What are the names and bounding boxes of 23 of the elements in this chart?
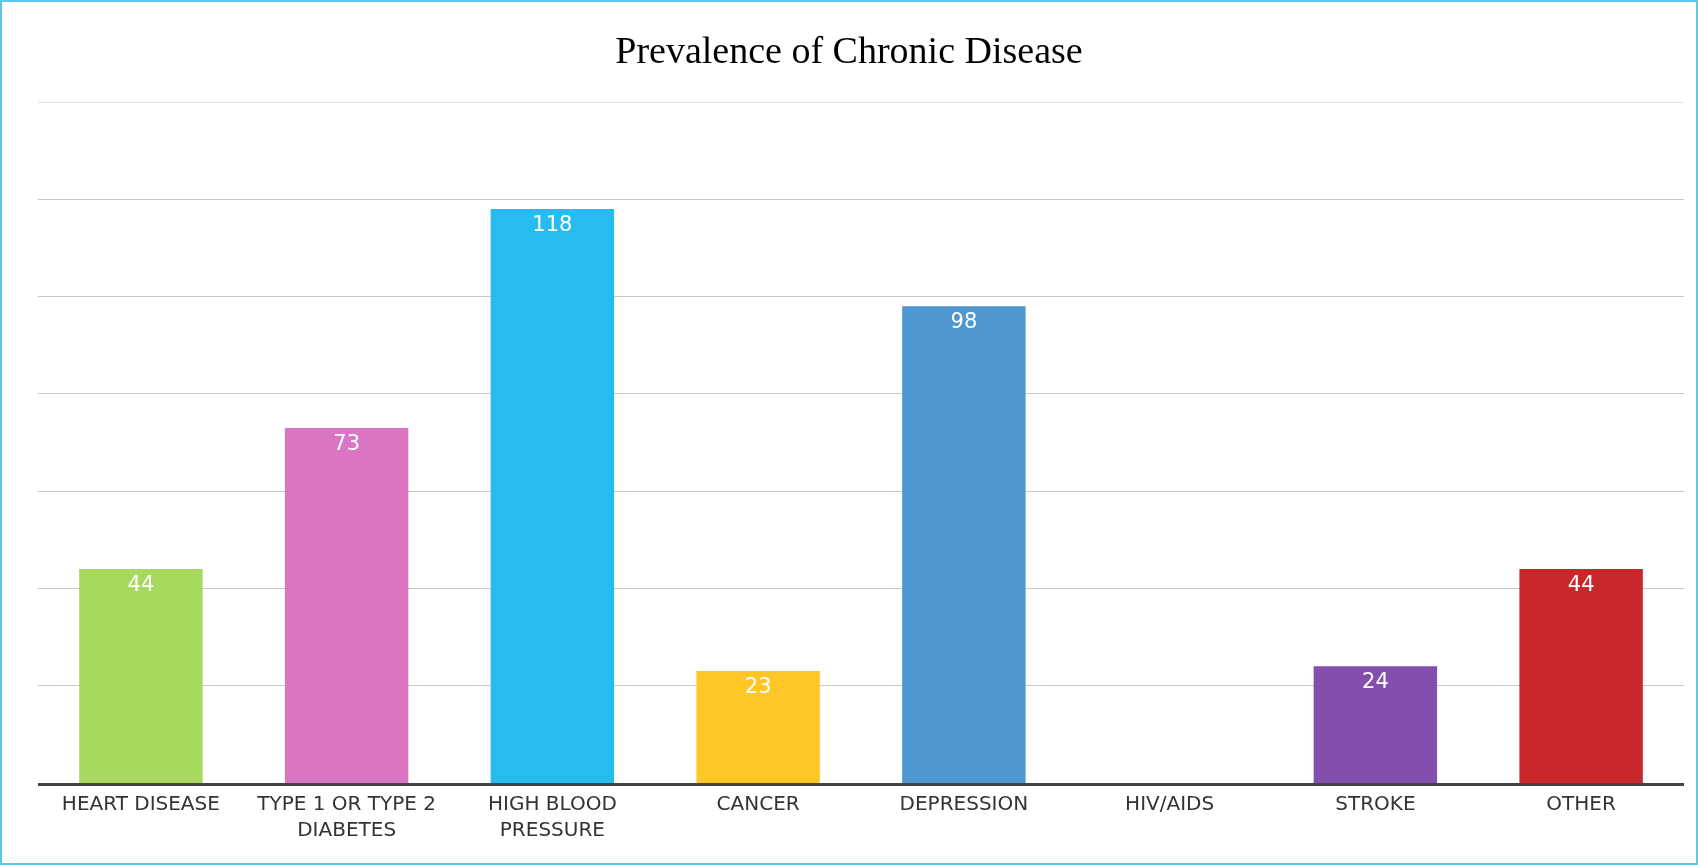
bar xyxy=(902,306,1026,783)
data-label: 23 xyxy=(744,674,772,699)
x-tick-label: OTHER xyxy=(1546,791,1616,815)
data-label: 44 xyxy=(127,571,155,596)
x-tick-label: HIV/AIDS xyxy=(1125,791,1215,815)
data-label: 118 xyxy=(532,212,573,237)
data-label: 98 xyxy=(950,309,978,334)
x-tick-label: TYPE 1 OR TYPE 2 DIABETES xyxy=(256,791,437,841)
x-tick-label: HEART DISEASE xyxy=(61,791,220,815)
data-label: 24 xyxy=(1362,669,1389,694)
x-tick-label: CANCER xyxy=(716,791,800,815)
bar xyxy=(1313,666,1438,783)
x-tick-label: STROKE xyxy=(1335,791,1416,815)
x-tick-label: DEPRESSION xyxy=(899,791,1029,815)
bar xyxy=(284,427,409,783)
chart-title: Prevalence of Chronic Disease xyxy=(615,29,1083,72)
data-label: 73 xyxy=(333,430,360,455)
bar xyxy=(79,568,203,783)
bar xyxy=(696,671,820,783)
data-label: 44 xyxy=(1567,571,1595,596)
bar xyxy=(1519,568,1643,783)
x-tick-label: HIGH BLOOD PRESSURE xyxy=(487,791,617,841)
bar xyxy=(490,209,615,783)
